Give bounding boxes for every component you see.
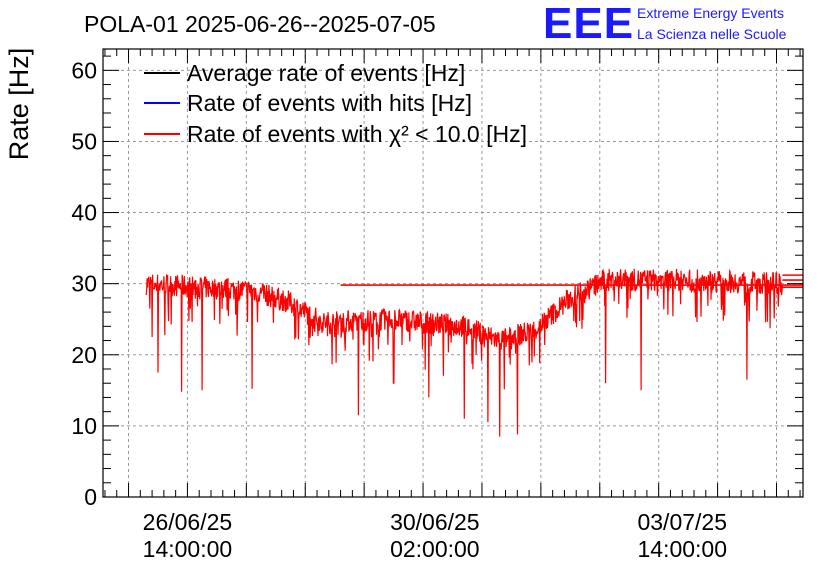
- x-tick-label-date: 30/06/25: [390, 509, 480, 535]
- y-axis-label: Rate [Hz]: [4, 48, 34, 161]
- legend: Average rate of events [Hz] Rate of even…: [144, 60, 527, 147]
- eee-logo: EEE Extreme Energy Events La Scienza nel…: [543, 0, 787, 48]
- logo-line-1: Extreme Energy Events: [637, 5, 784, 21]
- eee-logo-mark: EEE: [543, 0, 634, 48]
- legend-label-hits: Rate of events with hits [Hz]: [187, 90, 472, 116]
- logo-line-2: La Scienza nelle Scuole: [637, 26, 787, 42]
- y-tick-label: 10: [71, 413, 97, 439]
- x-tick-label-time: 14:00:00: [143, 536, 233, 562]
- x-tick-label-time: 14:00:00: [637, 536, 727, 562]
- y-tick-label: 60: [71, 57, 97, 83]
- y-tick-label: 30: [71, 271, 97, 297]
- legend-label-chi2: Rate of events with χ² < 10.0 [Hz]: [187, 121, 527, 147]
- data-layer: [145, 268, 803, 437]
- y-tick-label: 20: [71, 342, 97, 368]
- x-tick-label-date: 03/07/25: [637, 509, 727, 535]
- legend-label-average: Average rate of events [Hz]: [187, 60, 465, 86]
- tick-labels: 010203040506026/06/2514:00:0030/06/2502:…: [71, 57, 727, 562]
- plot-frame: [102, 48, 804, 498]
- y-tick-label: 0: [84, 484, 97, 510]
- y-tick-label: 40: [71, 200, 97, 226]
- chart-title: POLA-01 2025-06-26--2025-07-05: [84, 11, 436, 37]
- x-tick-label-time: 02:00:00: [390, 536, 480, 562]
- axes: [102, 48, 804, 498]
- x-tick-label-date: 26/06/25: [143, 509, 233, 535]
- series-chi2-rate-line: [145, 268, 783, 437]
- y-tick-label: 50: [71, 128, 97, 154]
